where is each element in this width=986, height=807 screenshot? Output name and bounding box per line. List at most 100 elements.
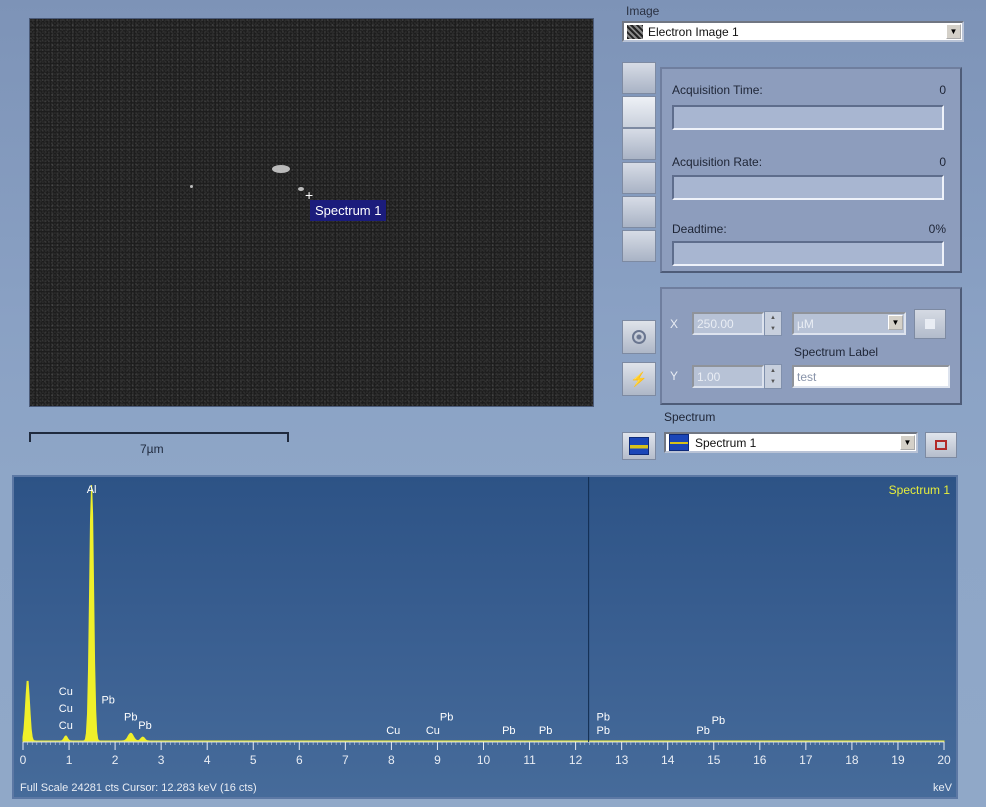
element-label: Pb: [712, 715, 725, 727]
acquisition-mode-button-3[interactable]: [622, 128, 656, 160]
acquisition-mode-button-5[interactable]: [622, 196, 656, 228]
x-axis-tick-label: 13: [615, 753, 629, 767]
element-label: Cu: [59, 686, 73, 698]
spectrum-caption: Spectrum: [664, 410, 716, 424]
spectrum-select[interactable]: Spectrum 1 ▼: [664, 432, 918, 453]
element-label: Pb: [596, 725, 609, 737]
spinner-down-icon: ▼: [770, 326, 776, 333]
spectrum-series: [22, 484, 945, 743]
electron-image-icon: [627, 24, 643, 39]
scale-bar-label: 7µm: [140, 442, 164, 456]
x-axis-tick-label: 4: [204, 753, 211, 767]
spectrum-status-text: Full Scale 24281 cts Cursor: 12.283 keV …: [20, 782, 257, 794]
image-select[interactable]: Electron Image 1 ▼: [622, 21, 964, 42]
x-axis-tick-label: 18: [845, 753, 859, 767]
y-field[interactable]: 1.00: [692, 365, 764, 388]
x-axis-tick-label: 14: [661, 753, 675, 767]
stop-button[interactable]: [925, 432, 957, 458]
image-caption: Image: [626, 4, 660, 18]
element-label: Pb: [138, 720, 151, 732]
acquisition-time-meter: [672, 105, 944, 130]
spectrum-label-caption: Spectrum Label: [794, 345, 879, 359]
target-icon: [632, 330, 646, 344]
unit-apply-button[interactable]: [914, 309, 946, 339]
element-label: Pb: [502, 725, 515, 737]
element-label: Pb: [124, 712, 137, 724]
apply-icon: [925, 319, 935, 329]
x-axis-tick-label: 3: [158, 753, 165, 767]
deadtime-value: 0%: [928, 222, 946, 236]
x-axis-tick-label: 8: [388, 753, 395, 767]
scale-bar: [29, 432, 289, 442]
element-label: Cu: [426, 725, 440, 737]
acquisition-rate-meter: [672, 175, 944, 200]
spectrum-label-input[interactable]: test: [792, 365, 950, 388]
deadtime-label: Deadtime:: [672, 222, 727, 236]
spectrum-chart[interactable]: 0 1 2 3 4 5 6 7 8 9 10 11 12 13 14 15 16 17 18 19 20AlCuCuCu…: [14, 477, 956, 797]
x-axis-tick-label: 7: [342, 753, 349, 767]
image-select-value: Electron Image 1: [648, 24, 739, 39]
element-label: Cu: [386, 725, 400, 737]
unit-select[interactable]: µM ▼: [792, 312, 906, 335]
element-label: Pb: [539, 725, 552, 737]
deadtime-meter: [672, 241, 944, 266]
x-axis-unit-label: keV: [933, 782, 952, 794]
x-axis-tick-label: 12: [569, 753, 583, 767]
x-spinner[interactable]: ▲ ▼: [764, 311, 782, 336]
lightning-button[interactable]: ⚡: [622, 362, 656, 396]
spectrum-plot-title: Spectrum 1: [888, 483, 950, 497]
element-label: Pb: [596, 712, 609, 724]
spinner-down-icon: ▼: [770, 379, 776, 386]
acquisition-status-box: Acquisition Time: 0 Acquisition Rate: 0 …: [660, 67, 962, 273]
acquisition-mode-button-1[interactable]: [622, 62, 656, 94]
x-axis-tick-label: 9: [434, 753, 441, 767]
spectrum-marker-label[interactable]: Spectrum 1: [310, 200, 387, 221]
spectrum-plot[interactable]: 0 1 2 3 4 5 6 7 8 9 10 11 12 13 14 15 16 17 18 19 20 Al Cu Cu Cu…: [12, 475, 958, 799]
spectrum-view-button[interactable]: [622, 432, 656, 460]
particle-speck: [298, 187, 304, 191]
spinner-up-icon: ▲: [770, 314, 776, 321]
spectrum-icon: [629, 437, 649, 455]
element-label: Cu: [59, 703, 73, 715]
particle-speck: [272, 165, 290, 173]
element-label: Pb: [101, 695, 114, 707]
element-label: Pb: [440, 712, 453, 724]
x-axis-tick-label: 6: [296, 753, 303, 767]
x-axis-tick-label: 0: [20, 753, 27, 767]
acquisition-mode-button-6[interactable]: [622, 230, 656, 262]
x-axis-tick-label: 5: [250, 753, 257, 767]
acquisition-time-label: Acquisition Time:: [672, 83, 763, 97]
x-axis-tick-label: 20: [937, 753, 951, 767]
stop-icon: [935, 440, 947, 450]
acquisition-rate-value: 0: [939, 155, 946, 169]
x-field[interactable]: 250.00: [692, 312, 764, 335]
spinner-up-icon: ▲: [770, 367, 776, 374]
acquisition-mode-button-4[interactable]: [622, 162, 656, 194]
x-axis-tick-label: 2: [112, 753, 119, 767]
x-axis-tick-label: 15: [707, 753, 721, 767]
x-axis-tick-label: 19: [891, 753, 905, 767]
x-axis-tick-label: 11: [523, 753, 536, 767]
acquisition-time-value: 0: [939, 83, 946, 97]
chevron-down-icon[interactable]: ▼: [946, 24, 961, 39]
chevron-down-icon[interactable]: ▼: [900, 435, 915, 450]
chevron-down-icon[interactable]: ▼: [888, 315, 903, 330]
target-button[interactable]: [622, 320, 656, 354]
x-axis-tick-label: 17: [799, 753, 813, 767]
electron-image-panel[interactable]: + Spectrum 1: [29, 18, 594, 407]
x-axis-tick-label: 16: [753, 753, 767, 767]
acquisition-rate-label: Acquisition Rate:: [672, 155, 763, 169]
position-box: X 250.00 ▲ ▼ µM ▼ Spectrum Label Y 1.00 ▲…: [660, 287, 962, 405]
acquisition-mode-button-2[interactable]: [622, 96, 656, 128]
spectrum-icon: [669, 434, 689, 451]
spectrum-marker-crosshair[interactable]: +: [305, 187, 314, 203]
x-axis-tick-label: 10: [477, 753, 491, 767]
lightning-icon: ⚡: [630, 370, 648, 387]
x-label: X: [670, 317, 679, 331]
y-spinner[interactable]: ▲ ▼: [764, 364, 782, 389]
element-label: Pb: [696, 725, 709, 737]
unit-select-value: µM: [797, 316, 814, 331]
element-label: Al: [87, 484, 97, 496]
particle-speck: [190, 185, 193, 188]
y-label: Y: [670, 369, 679, 383]
